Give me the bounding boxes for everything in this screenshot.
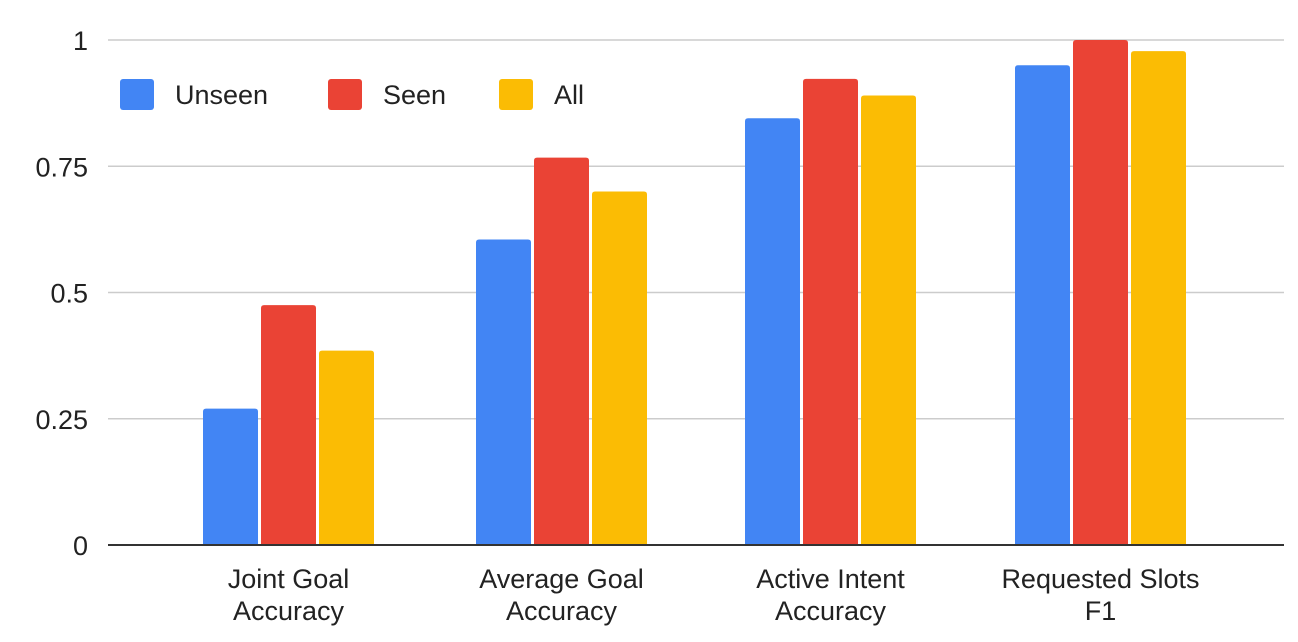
x-category-label: Accuracy	[775, 596, 887, 626]
legend: Unseen Seen All	[120, 79, 584, 110]
bar-all-1	[592, 191, 647, 545]
y-tick-label: 0	[73, 531, 88, 561]
x-category-label: Average Goal	[479, 564, 644, 594]
x-category-label: Accuracy	[506, 596, 618, 626]
bar-unseen-3	[1015, 65, 1070, 545]
bars	[203, 40, 1186, 546]
bar-seen-3	[1073, 40, 1128, 545]
x-category-label: Joint Goal	[228, 564, 350, 594]
bar-all-2	[861, 95, 916, 546]
bar-unseen-1	[476, 239, 531, 545]
x-category-label: Active Intent	[756, 564, 905, 594]
bar-seen-1	[534, 157, 589, 546]
y-tick-label: 0.25	[35, 405, 88, 435]
y-tick-label: 1	[73, 26, 88, 56]
y-axis-tick-labels: 0 0.25 0.5 0.75 1	[35, 26, 88, 561]
legend-swatch-unseen	[120, 79, 154, 110]
legend-swatch-seen	[328, 79, 362, 110]
bar-seen-2	[803, 78, 858, 545]
bar-unseen-0	[203, 408, 258, 545]
bar-unseen-2	[745, 118, 800, 546]
x-category-label: Accuracy	[233, 596, 345, 626]
bar-all-3	[1131, 51, 1186, 546]
y-tick-label: 0.5	[50, 279, 88, 309]
legend-label-unseen: Unseen	[175, 80, 268, 110]
y-tick-label: 0.75	[35, 152, 88, 182]
bar-all-0	[319, 350, 374, 545]
bar-seen-0	[261, 305, 316, 545]
x-category-label: F1	[1085, 596, 1117, 626]
x-category-label: Requested Slots	[1001, 564, 1199, 594]
legend-label-seen: Seen	[383, 80, 446, 110]
legend-swatch-all	[499, 79, 533, 110]
legend-label-all: All	[554, 80, 584, 110]
